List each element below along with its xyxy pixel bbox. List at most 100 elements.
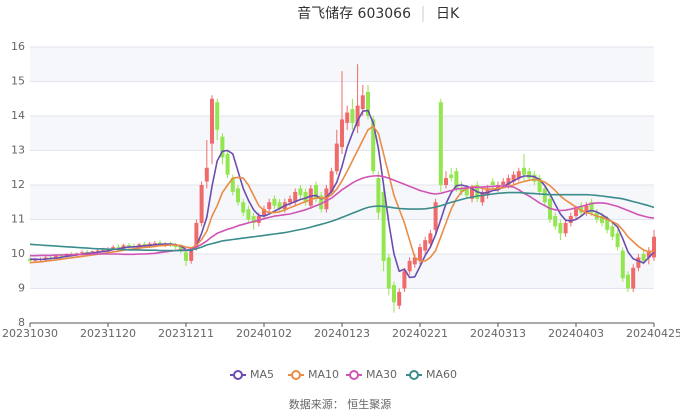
x-tick-label: 20240102 xyxy=(236,327,292,340)
candle-body xyxy=(392,285,396,303)
candle-body xyxy=(626,274,630,289)
candle-body xyxy=(558,222,563,234)
candle-body xyxy=(589,202,594,213)
candle-body xyxy=(340,119,344,148)
candle-body xyxy=(220,136,225,158)
candle-body xyxy=(418,247,422,261)
candle-body xyxy=(194,222,199,248)
candle-body xyxy=(366,91,370,116)
y-tick-label: 10 xyxy=(11,247,25,260)
x-tick-label: 20231211 xyxy=(158,327,214,340)
candle-body xyxy=(423,240,428,251)
candle-body xyxy=(371,119,376,172)
candle-body xyxy=(184,252,188,261)
candle-body xyxy=(225,153,230,175)
candle-body xyxy=(527,171,532,179)
candle-body xyxy=(277,202,282,210)
candle-body xyxy=(298,188,303,196)
x-tick-label: 20231120 xyxy=(80,327,136,340)
legend-label: MA10 xyxy=(308,368,339,381)
candle-body xyxy=(381,191,386,261)
candle-body xyxy=(111,247,116,249)
candle-body xyxy=(646,250,651,258)
candle-body xyxy=(126,245,131,247)
x-tick-label: 20240403 xyxy=(548,327,604,340)
candle-body xyxy=(516,171,521,179)
x-tick-label: 20231030 xyxy=(2,327,58,340)
x-tick-label: 20240425 xyxy=(626,327,680,340)
candle-body xyxy=(59,255,64,257)
source-note: 数据来源： 恒生聚源 xyxy=(289,397,392,411)
candle-body xyxy=(386,257,391,289)
candle-body xyxy=(95,250,100,252)
candle-body xyxy=(537,178,542,192)
ma-line xyxy=(29,191,655,252)
candle-body xyxy=(246,209,251,220)
legend-swatch xyxy=(291,370,301,380)
candle-body xyxy=(355,105,360,127)
candle-body xyxy=(376,178,381,213)
candle-body xyxy=(293,191,298,203)
y-tick-label: 13 xyxy=(11,144,25,157)
candle-body xyxy=(28,259,32,261)
candle-body xyxy=(204,167,209,182)
candle-body xyxy=(605,219,610,230)
candle-body xyxy=(641,254,646,261)
legend-swatch xyxy=(233,370,243,380)
candle-body xyxy=(210,98,214,144)
candle-body xyxy=(574,209,578,217)
candle-body xyxy=(178,246,183,251)
ma-line xyxy=(29,125,655,264)
x-tick-label: 20240221 xyxy=(392,327,448,340)
candle-body xyxy=(345,112,350,123)
candle-body xyxy=(397,291,402,306)
candle-body xyxy=(116,246,121,248)
candle-body xyxy=(350,109,355,123)
candle-body xyxy=(334,143,339,172)
ma-line xyxy=(30,174,655,257)
candle-body xyxy=(407,260,412,272)
y-tick-label: 11 xyxy=(11,213,25,226)
candle-body xyxy=(215,102,220,130)
candle-body xyxy=(511,174,516,182)
candle-body xyxy=(142,243,147,246)
candle-body xyxy=(584,205,589,213)
candle-body xyxy=(303,191,308,203)
candle-body xyxy=(470,188,474,199)
chart-subtitle: 日K xyxy=(436,6,460,22)
candle-body xyxy=(314,185,318,199)
y-tick-label: 14 xyxy=(11,109,25,122)
candle-body xyxy=(464,188,469,196)
candle-body xyxy=(236,188,240,203)
candle-body xyxy=(480,191,485,203)
candle-body xyxy=(33,260,38,262)
candle-body xyxy=(542,188,547,203)
candle-body xyxy=(506,178,511,185)
candle-body xyxy=(563,222,568,234)
candle-body xyxy=(532,174,537,182)
candle-body xyxy=(100,249,105,251)
candle-body xyxy=(412,257,417,265)
candle-body xyxy=(121,245,126,248)
candle-body xyxy=(329,171,334,192)
candle-body xyxy=(272,198,277,206)
legend-swatch xyxy=(349,370,359,380)
candle-body xyxy=(636,257,641,268)
legend-label: MA5 xyxy=(250,368,274,381)
candle-body xyxy=(308,188,313,206)
legend-swatch xyxy=(409,370,419,380)
candle-body xyxy=(173,245,178,248)
candle-body xyxy=(199,185,204,223)
x-tick-label: 20240123 xyxy=(314,327,370,340)
candle-body xyxy=(402,271,407,289)
y-tick-label: 9 xyxy=(18,282,25,295)
candle-body xyxy=(80,252,84,254)
candle-body xyxy=(652,236,656,258)
chart-title: 音飞储存 603066 xyxy=(297,5,411,22)
candle-body xyxy=(433,202,438,230)
candle-body xyxy=(43,257,48,259)
x-tick-label: 20240313 xyxy=(470,327,526,340)
y-tick-label: 8 xyxy=(18,316,25,329)
